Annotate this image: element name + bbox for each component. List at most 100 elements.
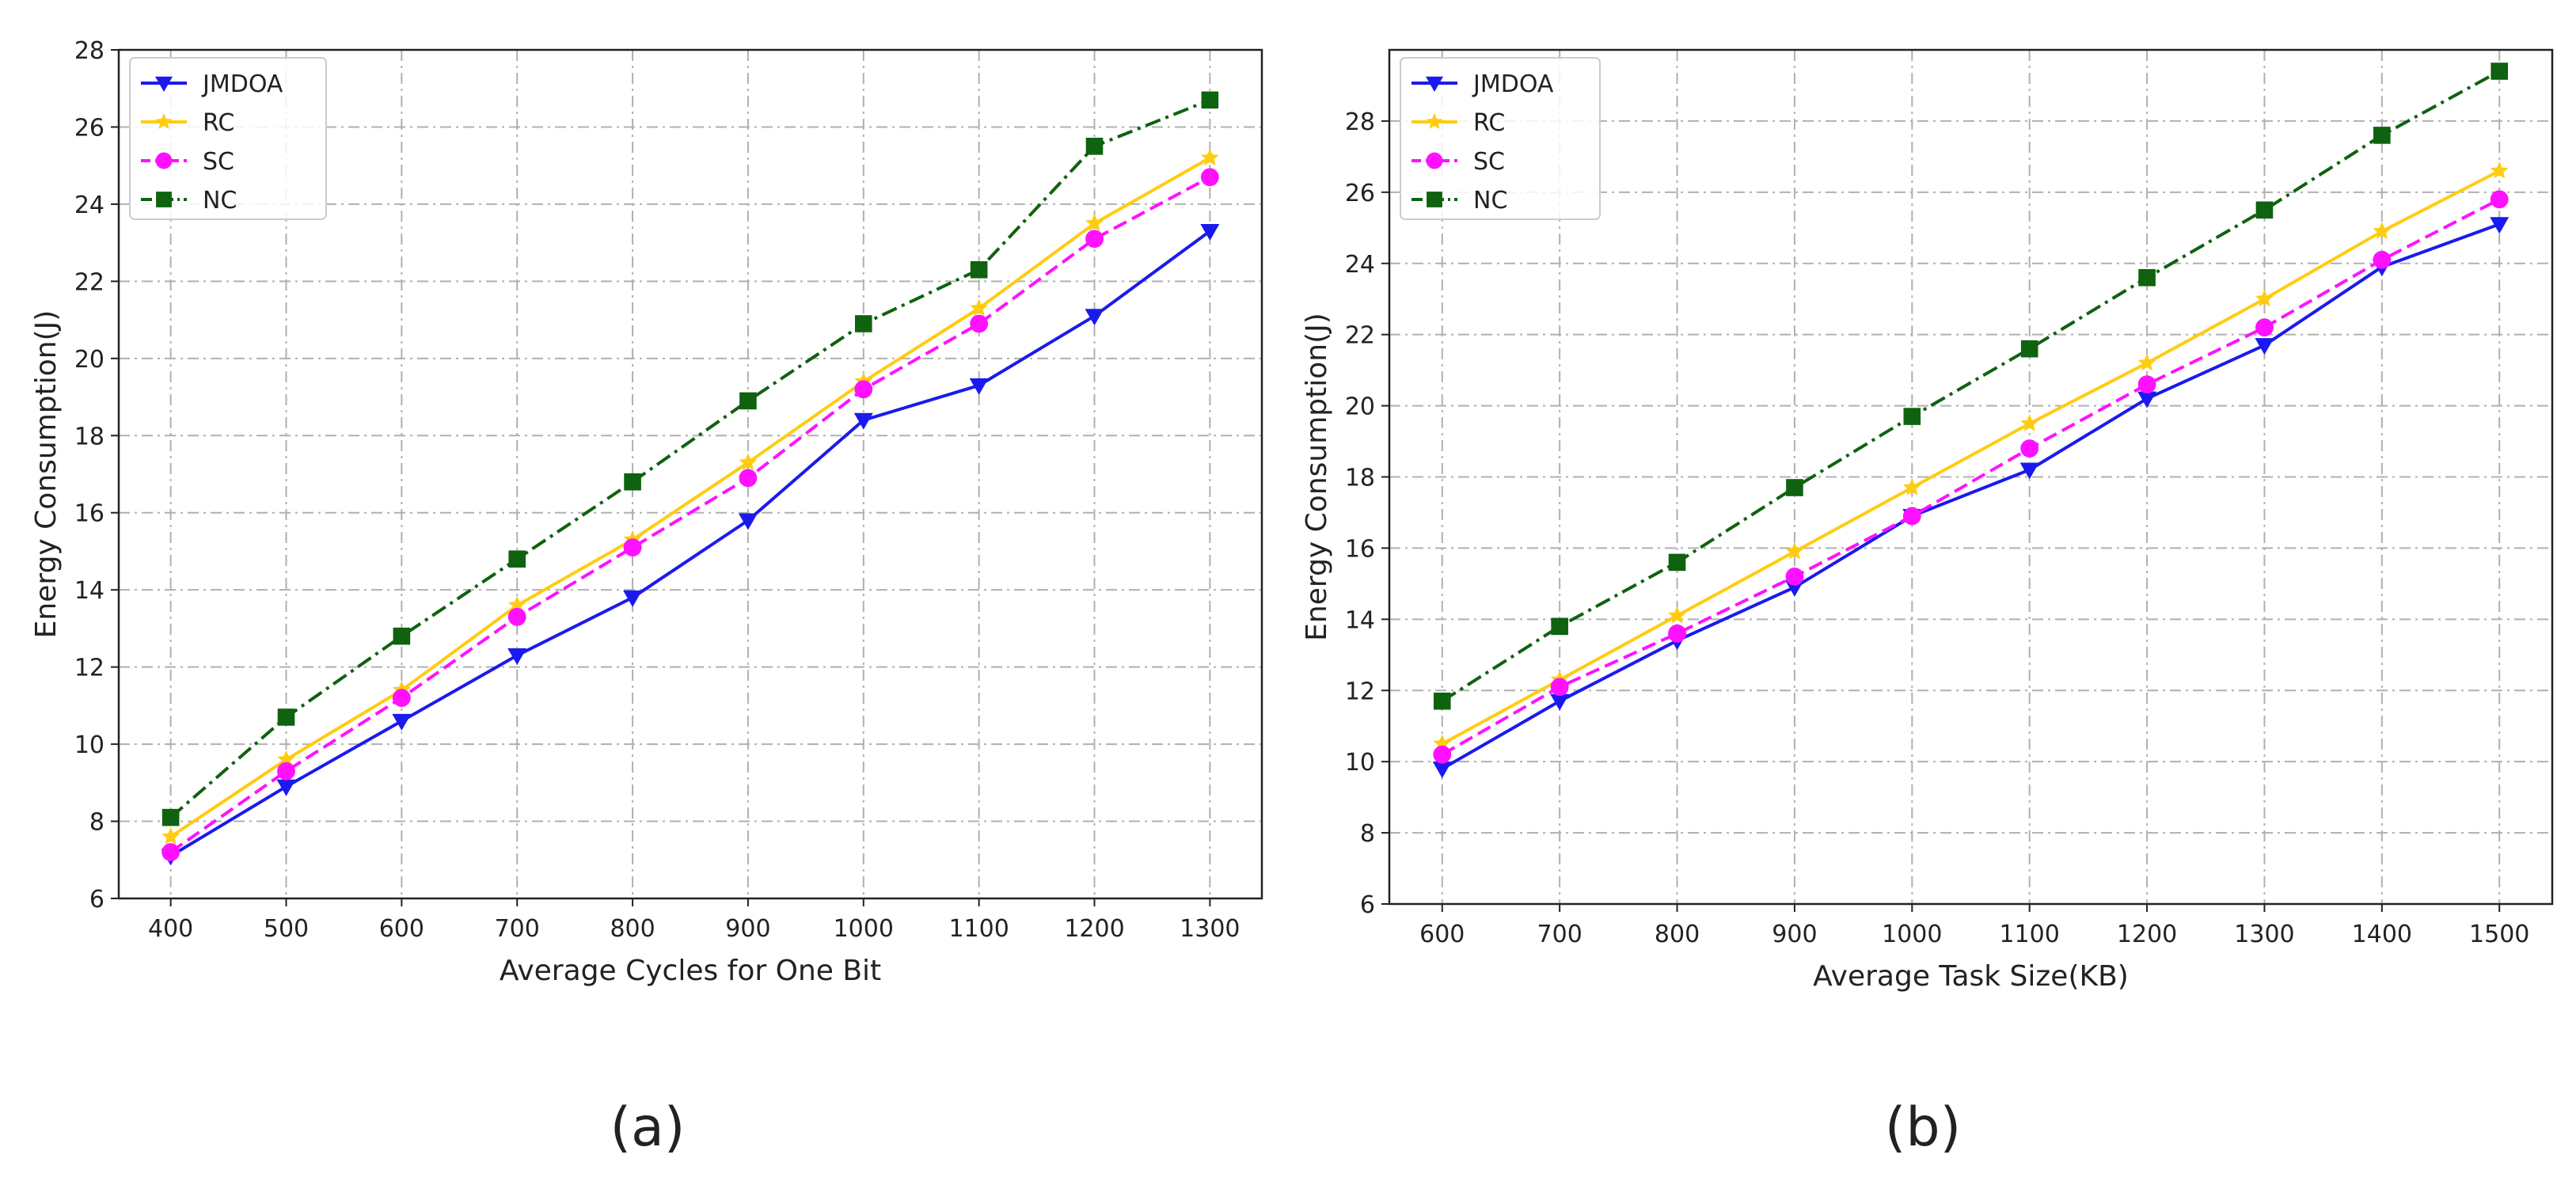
data-point-rc <box>507 595 526 613</box>
y-tick-label: 20 <box>1345 393 1375 421</box>
data-point-nc <box>624 473 641 491</box>
data-point-jmdoa <box>276 779 296 796</box>
data-point-sc <box>1550 678 1569 697</box>
x-tick-label: 1300 <box>2234 921 2294 948</box>
x-tick-label: 600 <box>379 915 424 943</box>
x-tick-label: 700 <box>1537 921 1582 948</box>
data-point-jmdoa <box>1784 579 1804 597</box>
x-axis-label: Average Task Size(KB) <box>1813 960 2129 993</box>
data-point-nc <box>1903 408 1921 425</box>
chart-b: 6 8 10 12 14 16 18 20 22 24 26 28 600 700 800 900 1000 11… <box>1301 48 2554 1159</box>
y-tick-label: 16 <box>1345 535 1375 563</box>
y-tick-label: 12 <box>74 655 104 682</box>
data-point-nc <box>393 627 411 645</box>
x-tick-label: 1100 <box>2000 921 2060 948</box>
data-point-nc <box>277 708 295 726</box>
y-axis-label: Energy Consumption(J) <box>1301 313 1333 641</box>
y-tick-label: 18 <box>74 423 104 450</box>
data-point-sc <box>623 538 642 556</box>
data-point-sc <box>2373 250 2392 269</box>
legend-label-jmdoa: JMDOA <box>201 70 283 98</box>
y-tick-label: 16 <box>74 500 104 528</box>
data-point-sc <box>2020 439 2039 458</box>
x-tick-label: 900 <box>1772 921 1817 948</box>
legend-label-nc: NC <box>1473 187 1507 215</box>
data-point-nc <box>2255 201 2274 219</box>
y-axis-label: Energy Consumption(J) <box>30 310 63 639</box>
y-tick-label: 10 <box>1345 749 1375 777</box>
data-point-rc <box>2490 161 2509 179</box>
legend-label-sc: SC <box>203 148 234 176</box>
y-tick-label: 24 <box>1345 251 1375 279</box>
data-point-nc <box>970 260 988 279</box>
data-point-nc <box>2373 127 2391 144</box>
legend-marker-nc <box>1427 192 1442 207</box>
data-point-nc <box>739 392 757 410</box>
data-point-jmdoa <box>1432 762 1452 779</box>
series-line-rc <box>169 156 1211 838</box>
x-tick-label: 1200 <box>1064 915 1124 943</box>
legend-marker-rc <box>1426 113 1443 129</box>
data-point-sc <box>970 314 989 333</box>
x-tick-label: 800 <box>610 915 655 943</box>
plot-frame <box>1388 48 2554 906</box>
data-point-rc <box>161 827 180 845</box>
y-tick-label: 6 <box>89 886 104 913</box>
series-line-jmdoa <box>1441 222 2500 770</box>
data-point-rc <box>277 750 295 768</box>
data-point-jmdoa <box>507 648 527 666</box>
x-tick-label: 1300 <box>1180 915 1240 943</box>
series-line-nc <box>169 98 1211 819</box>
y-tick-label: 26 <box>1345 180 1375 207</box>
data-point-jmdoa <box>969 378 989 395</box>
y-tick-label: 22 <box>1345 322 1375 350</box>
plot-frame <box>117 48 1263 900</box>
legend-label-rc: RC <box>203 109 234 137</box>
chart-a: 6 8 10 12 14 16 18 20 22 24 26 28 400 500 600 700 800 900… <box>30 37 1263 1159</box>
data-point-rc <box>1785 541 1804 560</box>
x-tick-label: 1000 <box>834 915 894 943</box>
data-point-jmdoa <box>392 713 412 731</box>
data-point-jmdoa <box>2490 217 2510 234</box>
y-tick-label: 10 <box>74 731 104 759</box>
y-tick-label: 18 <box>1345 465 1375 492</box>
data-point-nc <box>1551 617 1568 636</box>
data-point-sc <box>1668 624 1686 643</box>
data-point-jmdoa <box>623 590 643 607</box>
x-tick-label: 600 <box>1419 921 1465 948</box>
legend-marker-sc <box>1426 152 1443 169</box>
data-point-rc <box>1085 214 1104 231</box>
series-line-sc <box>169 176 1211 854</box>
data-point-nc <box>1668 553 1686 572</box>
legend-box <box>129 57 327 220</box>
series-line-jmdoa <box>169 230 1211 858</box>
data-point-sc <box>1902 507 1921 526</box>
y-tick-label: 28 <box>74 37 104 65</box>
y-tick-label: 22 <box>74 268 104 296</box>
data-point-nc <box>508 550 526 568</box>
x-tick-label: 1400 <box>2352 921 2412 948</box>
data-point-nc <box>1085 138 1104 155</box>
data-point-nc <box>2138 268 2156 287</box>
data-point-sc <box>277 762 295 781</box>
data-point-sc <box>739 469 758 488</box>
data-point-nc <box>2491 63 2509 80</box>
y-tick-label: 14 <box>74 577 104 605</box>
data-point-sc <box>1085 230 1104 249</box>
x-tick-label: 900 <box>725 915 770 943</box>
data-point-jmdoa <box>2255 338 2274 355</box>
data-point-rc <box>970 298 989 317</box>
chart-caption: (a) <box>610 1096 686 1159</box>
x-tick-label: 700 <box>495 915 540 943</box>
x-tick-label: 1500 <box>2469 921 2529 948</box>
legend-marker-jmdoa <box>1426 76 1443 92</box>
data-point-jmdoa <box>1200 224 1220 241</box>
x-tick-label: 1100 <box>948 915 1009 943</box>
legend-marker-jmdoa <box>155 76 173 92</box>
y-tick-label: 26 <box>74 114 104 142</box>
data-point-sc <box>1433 745 1452 764</box>
legend-label-rc: RC <box>1473 109 1505 137</box>
y-tick-label: 28 <box>1345 108 1375 136</box>
data-point-rc <box>1668 606 1686 624</box>
